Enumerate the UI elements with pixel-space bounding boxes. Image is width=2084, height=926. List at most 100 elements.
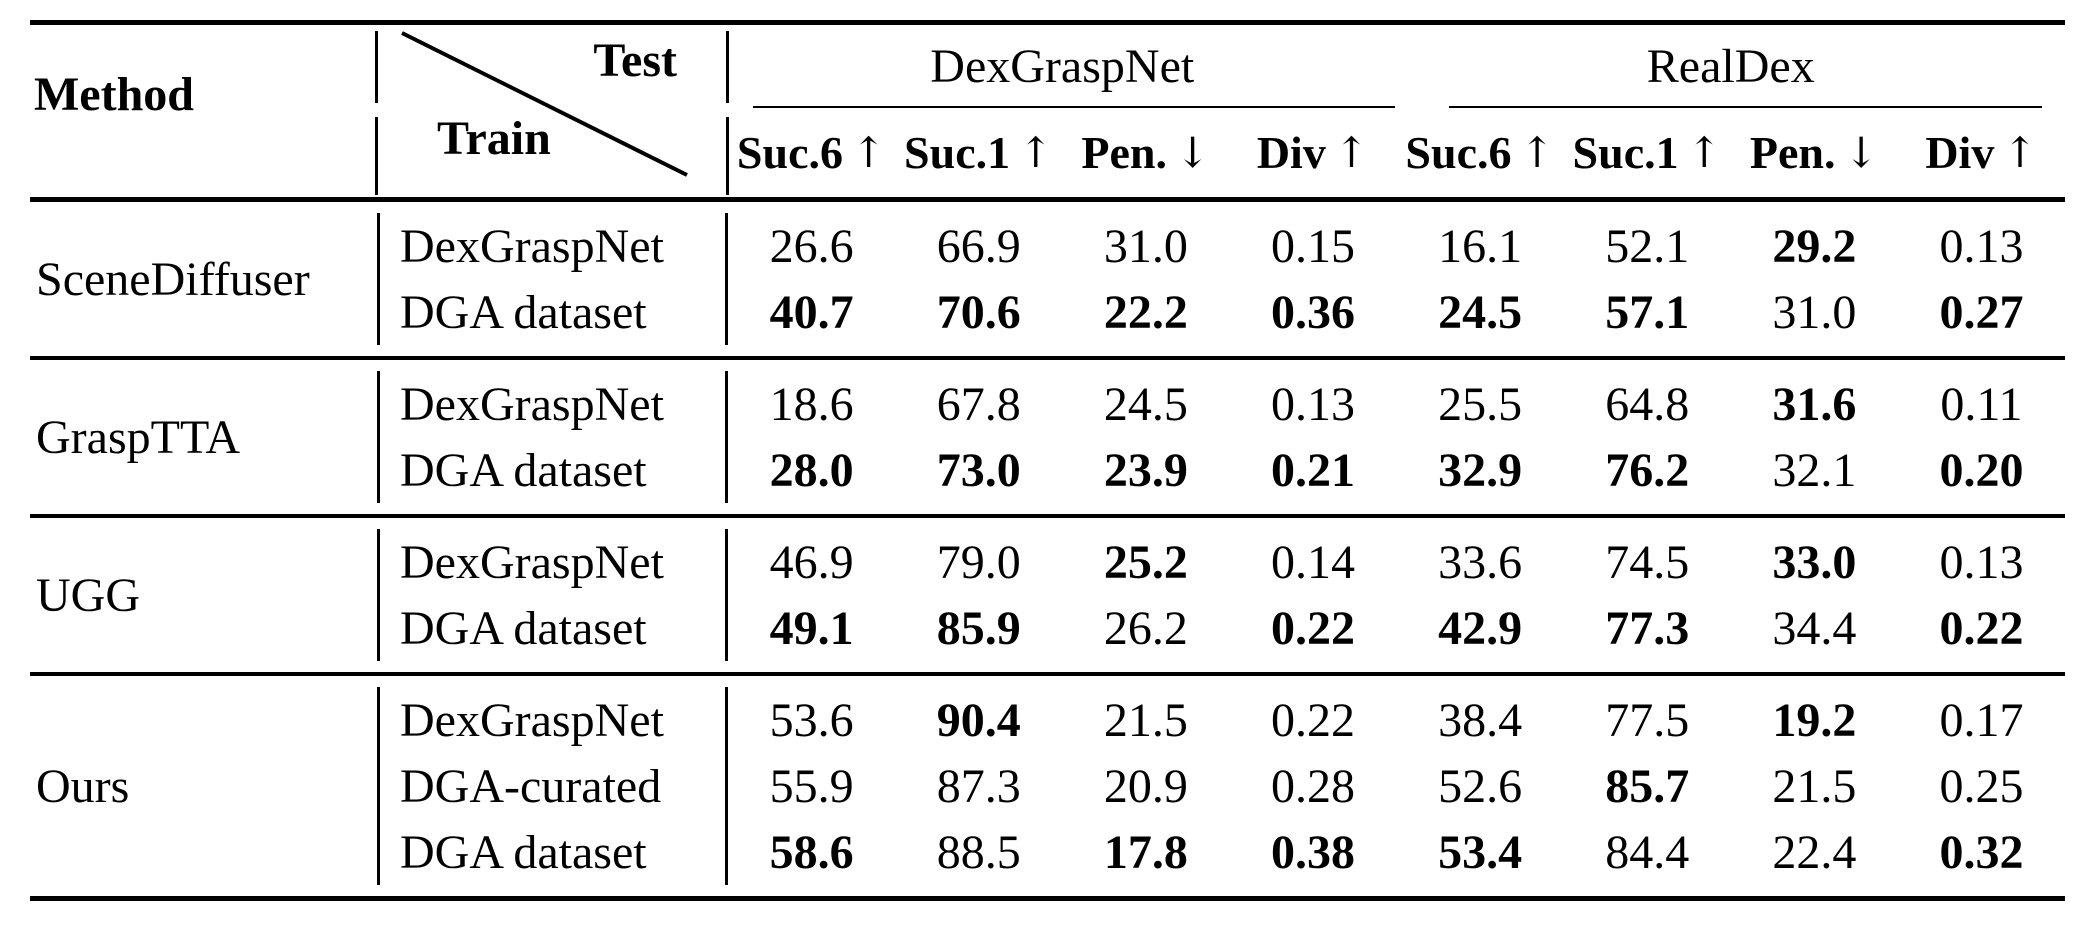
metric-header: Div ↑ — [1898, 107, 2065, 197]
value-cell: 77.3 — [1605, 601, 1690, 655]
value-cell: 46.9 — [769, 535, 854, 589]
value-cell: 64.8 — [1605, 377, 1690, 431]
metric-label: Suc.6 — [736, 126, 843, 178]
metric-label: Div — [1925, 126, 1995, 178]
value-cell: 0.36 — [1270, 285, 1355, 339]
train-cell: DexGraspNet — [377, 213, 728, 279]
value-cell: 21.5 — [1772, 759, 1857, 813]
value-cell: 0.13 — [1939, 219, 2024, 273]
value-cell: 33.0 — [1772, 535, 1857, 589]
value-cell: 22.4 — [1772, 825, 1857, 879]
value-cell: 42.9 — [1438, 601, 1523, 655]
vertical-rule — [726, 31, 729, 103]
train-cell: DexGraspNet — [377, 687, 728, 753]
value-cell: 87.3 — [936, 759, 1021, 813]
metric-label: Pen. — [1081, 126, 1168, 178]
value-cell: 33.6 — [1438, 535, 1523, 589]
up-arrow-icon: ↑ — [851, 127, 887, 177]
value-cell: 77.5 — [1605, 693, 1690, 747]
section-divider-rule — [30, 514, 2065, 518]
vertical-rule — [375, 31, 378, 103]
value-cell: 0.15 — [1270, 219, 1355, 273]
vertical-rule — [375, 117, 378, 195]
corner-train-label: Train — [437, 112, 551, 165]
value-cell: 55.9 — [769, 759, 854, 813]
metric-header: Suc.6 ↑ — [1397, 107, 1564, 197]
value-cell: 0.21 — [1270, 443, 1355, 497]
value-cell: 53.4 — [1438, 825, 1523, 879]
value-cell: 31.0 — [1103, 219, 1188, 273]
value-cell: 0.20 — [1939, 443, 2024, 497]
value-cell: 16.1 — [1438, 219, 1523, 273]
value-cell: 79.0 — [936, 535, 1021, 589]
up-arrow-icon: ↑ — [2002, 127, 2038, 177]
metric-label: Suc.1 — [1572, 126, 1679, 178]
value-cell: 0.22 — [1270, 601, 1355, 655]
value-cell: 21.5 — [1103, 693, 1188, 747]
value-cell: 23.9 — [1103, 443, 1188, 497]
bottom-rule — [30, 896, 2065, 901]
method-section: SceneDiffuser DexGraspNet 26.6 66.9 31.0 0.15… — [30, 202, 2065, 356]
value-cell: 66.9 — [936, 219, 1021, 273]
value-cell: 38.4 — [1438, 693, 1523, 747]
up-arrow-icon: ↑ — [1333, 127, 1370, 177]
group-header-dexgraspnet: DexGraspNet — [930, 39, 1195, 93]
metric-header: Suc.6 ↑ — [728, 107, 895, 197]
value-cell: 0.38 — [1270, 825, 1355, 879]
top-rule — [30, 20, 2065, 25]
method-cell: GraspTTA — [36, 410, 241, 464]
value-cell: 26.2 — [1103, 601, 1188, 655]
train-test-corner-cell: Test Train — [377, 25, 728, 197]
method-cell: Ours — [36, 759, 130, 813]
value-cell: 32.1 — [1772, 443, 1857, 497]
value-cell: 25.2 — [1103, 535, 1188, 589]
metric-label: Suc.6 — [1405, 126, 1512, 178]
value-cell: 34.4 — [1772, 601, 1857, 655]
value-cell: 0.14 — [1270, 535, 1355, 589]
train-cell: DexGraspNet — [377, 529, 728, 595]
value-cell: 90.4 — [936, 693, 1021, 747]
value-cell: 53.6 — [769, 693, 854, 747]
value-cell: 0.22 — [1270, 693, 1355, 747]
results-table: Method Test Train DexGraspNet RealDex Su… — [30, 20, 2065, 901]
value-cell: 88.5 — [936, 825, 1021, 879]
value-cell: 31.0 — [1772, 285, 1857, 339]
train-cell: DGA dataset — [377, 819, 728, 885]
train-cell: DGA dataset — [377, 437, 728, 503]
method-section: Ours DexGraspNet 53.6 90.4 21.5 0.22 38.4 77.5 1… — [30, 676, 2065, 896]
vertical-rule — [726, 117, 729, 195]
value-cell: 73.0 — [936, 443, 1021, 497]
section-divider-rule — [30, 356, 2065, 360]
metric-label: Pen. — [1749, 126, 1836, 178]
value-cell: 0.13 — [1270, 377, 1355, 431]
value-cell: 22.2 — [1103, 285, 1188, 339]
table-header: Method Test Train DexGraspNet RealDex Su… — [30, 25, 2065, 197]
table-body: SceneDiffuser DexGraspNet 26.6 66.9 31.0 0.15… — [30, 202, 2065, 896]
down-arrow-icon: ↓ — [1843, 127, 1879, 177]
value-cell: 0.32 — [1939, 825, 2024, 879]
method-cell: UGG — [36, 568, 140, 622]
value-cell: 17.8 — [1103, 825, 1188, 879]
value-cell: 0.28 — [1270, 759, 1355, 813]
value-cell: 24.5 — [1103, 377, 1188, 431]
value-cell: 58.6 — [769, 825, 854, 879]
diagonal-line — [401, 31, 688, 177]
metric-header: Suc.1 ↑ — [895, 107, 1062, 197]
value-cell: 29.2 — [1772, 219, 1857, 273]
metric-header: Suc.1 ↑ — [1564, 107, 1731, 197]
value-cell: 67.8 — [936, 377, 1021, 431]
value-cell: 52.1 — [1605, 219, 1690, 273]
value-cell: 76.2 — [1605, 443, 1690, 497]
up-arrow-icon: ↑ — [1018, 127, 1054, 177]
value-cell: 31.6 — [1772, 377, 1857, 431]
value-cell: 85.7 — [1605, 759, 1690, 813]
header-rule — [30, 197, 2065, 202]
cmidrule-dexgraspnet — [753, 106, 1395, 108]
metric-label: Suc.1 — [904, 126, 1011, 178]
value-cell: 24.5 — [1438, 285, 1523, 339]
metric-header: Div ↑ — [1229, 107, 1396, 197]
cmidrule-realdex — [1449, 106, 2042, 108]
metric-label: Div — [1256, 126, 1326, 178]
value-cell: 26.6 — [769, 219, 854, 273]
